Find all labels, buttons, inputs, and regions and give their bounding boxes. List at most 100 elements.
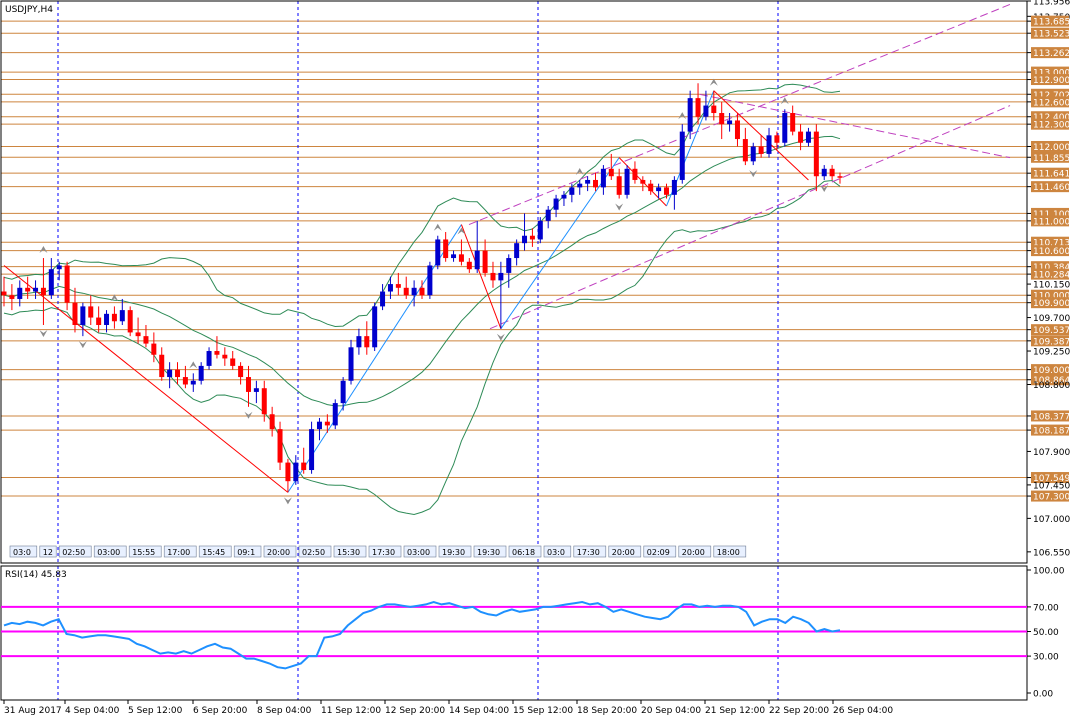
fractal-up-marker xyxy=(433,223,442,231)
price-level-label: 112.300 xyxy=(1033,121,1070,131)
candle-body xyxy=(1,291,7,296)
time-chip xyxy=(678,545,712,558)
candle-body xyxy=(600,168,606,188)
candle-body xyxy=(679,131,685,180)
bollinger-middle xyxy=(3,135,841,407)
price-axis-label: 108.800 xyxy=(1033,381,1070,391)
price-level-badge xyxy=(1031,181,1069,193)
fractal-up-marker xyxy=(780,97,789,105)
time-chip xyxy=(508,545,542,558)
time-chip xyxy=(573,545,607,558)
candle-body xyxy=(577,183,583,188)
candle-body xyxy=(750,146,756,162)
candle-body xyxy=(529,235,535,240)
price-axis-label: 110.150 xyxy=(1033,281,1070,291)
time-chip-label: 03:00 xyxy=(407,548,430,557)
time-chip-label: 19:30 xyxy=(442,548,465,557)
time-chip-label: 02:50 xyxy=(62,548,85,557)
price-level-badge xyxy=(1031,268,1069,280)
time-axis-label: 26 Sep 04:00 xyxy=(833,706,893,716)
candle-body xyxy=(332,403,338,426)
price-level-label: 108.864 xyxy=(1033,376,1070,386)
price-level-label: 110.713 xyxy=(1033,239,1070,249)
price-level-badge xyxy=(1031,424,1069,436)
price-level-badge xyxy=(1031,207,1069,219)
candle-body xyxy=(616,176,622,195)
time-axis-label: 6 Sep 20:00 xyxy=(193,706,248,716)
price-level-label: 113.262 xyxy=(1033,49,1070,59)
rsi-axis-label: 30.00 xyxy=(1033,653,1059,663)
candle-body xyxy=(143,336,149,344)
support-resistance-levels xyxy=(1,20,1027,497)
price-level-label: 109.387 xyxy=(1033,337,1070,347)
bollinger-bands xyxy=(3,83,841,516)
candle-body xyxy=(167,369,173,378)
time-chip-label: 03:00 xyxy=(97,548,120,557)
price-level-badge xyxy=(1031,167,1069,179)
price-axis-label: 106.550 xyxy=(1033,548,1070,558)
time-chip xyxy=(368,545,402,558)
candle-body xyxy=(372,306,378,348)
price-axis[interactable]: 113.956113.750113.685113.523113.262113.0… xyxy=(1027,0,1070,558)
fractal-down-marker xyxy=(749,170,758,178)
fractal-down-marker xyxy=(615,203,624,211)
price-level-badge xyxy=(1031,335,1069,347)
price-level-badge xyxy=(1031,374,1069,386)
time-chip xyxy=(58,545,92,558)
candle-body xyxy=(837,176,843,178)
time-chip-label: 20:00 xyxy=(682,548,705,557)
candle-body xyxy=(687,98,693,132)
fractal-up-marker xyxy=(709,78,718,86)
candle-body xyxy=(104,313,110,325)
time-chip xyxy=(233,545,262,558)
time-chip xyxy=(263,545,297,558)
candle-body xyxy=(245,377,251,392)
time-chip-label: 17:30 xyxy=(372,548,395,557)
price-axis-label: 107.000 xyxy=(1033,515,1070,525)
time-chip-label: 20:00 xyxy=(612,548,635,557)
candle-body xyxy=(380,291,386,307)
time-labels-strip: 03:0 12 02:50 03:00 15:55 17:00 15:45 09:1 20:00… xyxy=(9,545,747,558)
candle-body xyxy=(198,365,204,381)
candle-body xyxy=(214,351,220,355)
candle-body xyxy=(364,336,370,348)
candle-body xyxy=(758,146,764,154)
time-chip-label: 17:30 xyxy=(577,548,600,557)
price-level-badge xyxy=(1031,47,1069,59)
candle-body xyxy=(734,120,740,140)
rsi-axis-label: 0.00 xyxy=(1033,690,1053,700)
candle-body xyxy=(309,429,315,471)
time-axis-label: 31 Aug 2017 xyxy=(4,706,62,716)
time-axis[interactable]: 31 Aug 2017 4 Sep 04:00 5 Sep 12:00 6 Sep 2… xyxy=(3,700,893,716)
candle-body xyxy=(506,258,512,273)
time-axis-label: 15 Sep 12:00 xyxy=(513,706,573,716)
candle-body xyxy=(719,113,725,125)
candle-body xyxy=(175,369,181,378)
candle-body xyxy=(813,131,819,177)
candle-body xyxy=(624,168,630,195)
price-level-label: 112.600 xyxy=(1033,98,1070,108)
candle-body xyxy=(458,254,464,262)
price-level-label: 109.537 xyxy=(1033,326,1070,336)
time-chip xyxy=(713,545,747,558)
bollinger-lower xyxy=(3,179,841,516)
candle-body xyxy=(569,187,575,195)
candle-body xyxy=(356,336,362,348)
price-level-badge xyxy=(1031,66,1069,78)
fractal-down-marker xyxy=(244,411,253,419)
candle-body xyxy=(593,179,599,188)
time-axis-label: 20 Sep 04:00 xyxy=(641,706,701,716)
price-level-badge xyxy=(1031,289,1069,301)
candle-body xyxy=(466,261,472,270)
candle-body xyxy=(632,168,638,180)
price-level-badge xyxy=(1031,118,1069,130)
time-chip xyxy=(298,545,332,558)
rsi-axis-label: 50.00 xyxy=(1033,628,1059,638)
price-level-label: 113.523 xyxy=(1033,30,1070,40)
price-level-badge xyxy=(1031,96,1069,108)
time-chip xyxy=(643,545,677,558)
candle-body xyxy=(119,310,125,322)
price-level-badge xyxy=(1031,111,1069,123)
price-level-badge xyxy=(1031,27,1069,39)
